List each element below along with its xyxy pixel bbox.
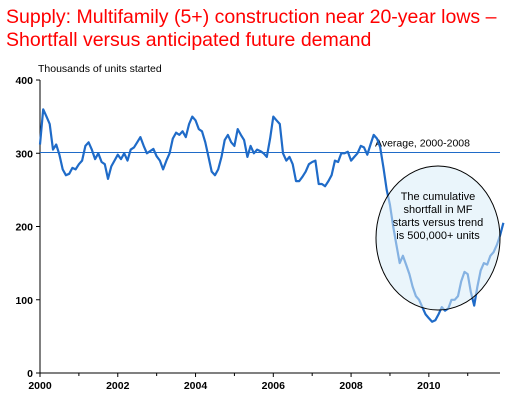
x-tick-label: 2004	[184, 380, 208, 392]
shortfall-annotation: The cumulative shortfall in MF starts vers…	[393, 191, 483, 242]
y-tick-label: 300	[15, 148, 33, 160]
average-reference: Average, 2000-2008	[40, 138, 500, 154]
average-label: Average, 2000-2008	[375, 138, 470, 150]
axes: 0 100 200 300 400 2000 2002 2004 2006 2008 2010	[15, 75, 500, 392]
x-tick-label: 2000	[28, 380, 52, 392]
x-tick-label: 2006	[262, 380, 286, 392]
chart-title-line-2: Shortfall versus anticipated future dema…	[6, 29, 372, 51]
series-line-0	[38, 108, 505, 323]
x-tick-label: 2008	[339, 380, 363, 392]
x-tick-label: 2010	[417, 380, 441, 392]
y-tick-label: 400	[15, 75, 33, 87]
x-tick-label: 2002	[106, 380, 130, 392]
shortfall-ellipse	[375, 165, 501, 311]
y-tick-label: 100	[15, 295, 33, 307]
chart-title: Supply: Multifamily (5+) construction ne…	[6, 6, 521, 52]
y-axis-label: Thousands of units started	[38, 63, 162, 75]
shortfall-callout: The cumulative shortfall in MF starts vers…	[375, 165, 501, 311]
chart-title-line-1: Supply: Multifamily (5+) construction ne…	[6, 6, 497, 28]
y-tick-label: 0	[27, 368, 33, 380]
y-tick-label: 200	[15, 222, 33, 234]
series-layer	[38, 108, 505, 323]
